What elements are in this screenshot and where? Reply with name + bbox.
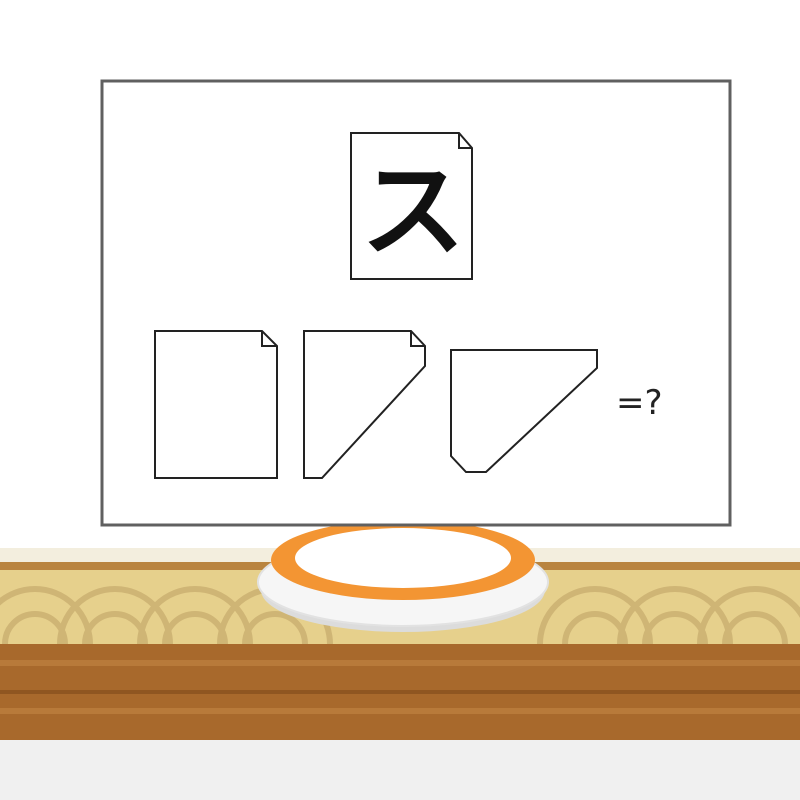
fold-step-1-outline <box>154 330 278 479</box>
counter-front-stripe-1 <box>0 660 800 666</box>
counter-front-stripe-2 <box>0 690 800 694</box>
plate <box>257 520 549 632</box>
character-glyph: ス <box>361 150 465 272</box>
character-card-outline <box>350 132 473 280</box>
fold-step-2-dogear-icon <box>410 331 425 347</box>
fold-step-2 <box>303 330 426 479</box>
counter-wave-pattern <box>0 586 800 645</box>
fold-step-3 <box>450 349 598 473</box>
equals-question-mark: =? <box>616 383 663 423</box>
counter-front-stripe-3 <box>0 708 800 714</box>
fold-step-1-dogear-icon <box>261 331 277 347</box>
fold-step-2-fold-line <box>321 365 426 479</box>
character-card-dogear-icon <box>458 133 472 149</box>
fold-step-1 <box>154 330 278 479</box>
character-card: ス <box>350 132 473 280</box>
fold-step-3-fold-line <box>485 367 598 473</box>
floor <box>0 740 800 800</box>
plate-inner <box>295 528 511 588</box>
